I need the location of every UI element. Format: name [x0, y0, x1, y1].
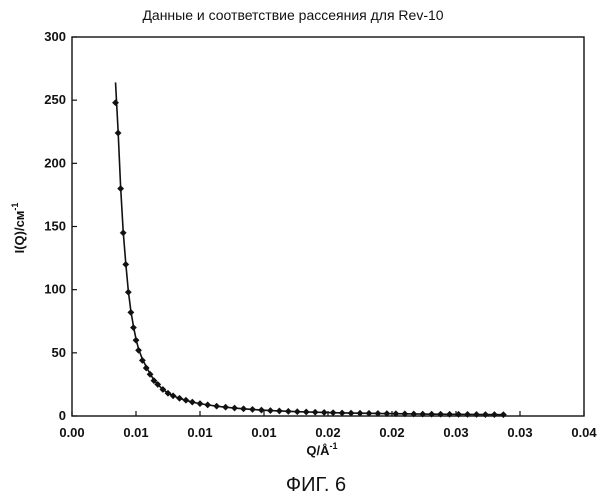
x-axis-label-superscript: -1 — [330, 441, 338, 451]
plot-frame — [72, 37, 584, 416]
y-axis-label: I(Q)/см-1 — [10, 203, 27, 254]
data-point-8 — [133, 337, 139, 343]
data-point-6 — [128, 309, 134, 315]
data-point-19 — [183, 397, 189, 403]
x-axis-tick-labels: 0.00 0.01 0.01 0.01 0.02 0.02 0.03 0.03 0.04 — [59, 425, 597, 440]
y-tick-label-3: 150 — [44, 219, 66, 234]
x-tick-label-5: 0.02 — [379, 425, 404, 440]
data-point-32 — [294, 409, 300, 415]
data-markers — [112, 99, 506, 417]
data-point-52 — [473, 411, 479, 417]
data-point-30 — [276, 408, 282, 414]
fit-curve — [116, 82, 504, 414]
data-point-36 — [330, 410, 336, 416]
y-tick-label-5: 250 — [44, 92, 66, 107]
x-tick-label-1: 0.01 — [123, 425, 148, 440]
data-point-3 — [120, 230, 126, 236]
data-point-34 — [312, 409, 318, 415]
data-point-33 — [303, 409, 309, 415]
data-point-0 — [112, 99, 118, 105]
data-point-20 — [189, 399, 195, 405]
data-point-29 — [267, 407, 273, 413]
y-axis-ticks — [72, 37, 77, 416]
y-tick-label-6: 300 — [44, 29, 66, 44]
chart-title: Данные и соответствие рассеяния для Rev-… — [142, 7, 443, 23]
x-tick-label-4: 0.02 — [315, 425, 340, 440]
data-point-35 — [321, 409, 327, 415]
data-point-26 — [240, 406, 246, 412]
x-axis-ticks — [72, 411, 584, 416]
data-point-7 — [130, 324, 136, 330]
data-point-23 — [213, 403, 219, 409]
data-point-55 — [500, 411, 506, 417]
y-tick-label-0: 0 — [59, 408, 66, 423]
x-axis-label: Q/Å-1 — [306, 441, 337, 458]
y-tick-label-1: 50 — [52, 345, 66, 360]
data-point-31 — [285, 408, 291, 414]
data-point-22 — [204, 402, 210, 408]
y-axis-label-base: I(Q)/см — [12, 211, 27, 254]
x-axis-label-base: Q/Å — [306, 443, 330, 458]
figure-caption: ФИГ. 6 — [286, 474, 346, 496]
y-axis-label-superscript: -1 — [10, 203, 20, 211]
data-point-1 — [115, 130, 121, 136]
data-point-27 — [249, 406, 255, 412]
data-point-24 — [222, 404, 228, 410]
data-point-21 — [197, 400, 203, 406]
data-point-5 — [125, 289, 131, 295]
y-tick-label-2: 100 — [44, 282, 66, 297]
y-tick-label-4: 200 — [44, 155, 66, 170]
x-tick-label-6: 0.03 — [443, 425, 468, 440]
x-tick-label-3: 0.01 — [251, 425, 276, 440]
x-tick-label-2: 0.01 — [187, 425, 212, 440]
data-point-9 — [135, 347, 141, 353]
data-point-25 — [231, 405, 237, 411]
data-point-54 — [491, 411, 497, 417]
x-tick-label-8: 0.04 — [571, 425, 597, 440]
x-tick-label-0: 0.00 — [59, 425, 84, 440]
data-point-4 — [123, 261, 129, 267]
x-tick-label-7: 0.03 — [507, 425, 532, 440]
y-axis-tick-labels: 0 50 100 150 200 250 300 — [44, 29, 66, 423]
data-point-37 — [339, 410, 345, 416]
data-point-53 — [482, 411, 488, 417]
data-point-18 — [176, 395, 182, 401]
data-point-2 — [117, 185, 123, 191]
